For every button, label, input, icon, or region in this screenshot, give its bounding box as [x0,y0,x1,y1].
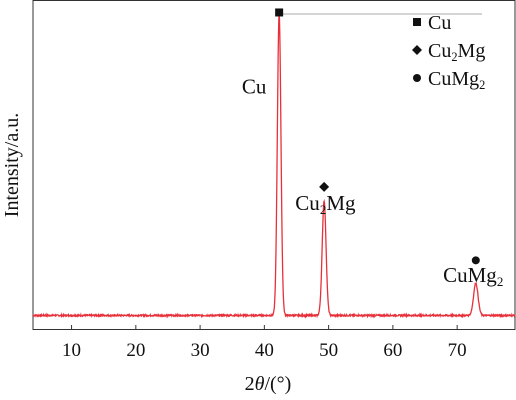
annotation-label-cu: Cu [242,75,267,99]
x-axis-label: 2θ/(°) [245,373,292,395]
annotation-marker-square [275,8,284,17]
peak-annotations: Cu Cu2Mg CuMg2 [242,8,503,289]
annotation-label-cumg2: CuMg2 [443,263,503,289]
x-tick-label-10: 10 [62,340,81,361]
legend-marker-square [413,18,421,26]
x-tick-label-20: 20 [126,340,145,361]
legend-label-cumg2: CuMg2 [428,68,485,92]
x-axis-label-pre: 2 [245,373,255,395]
x-tick-label-30: 30 [191,340,210,361]
y-axis-label: Intensity/a.u. [1,113,23,217]
annotation-marker-diamond [319,181,330,192]
legend-marker-circle [413,74,421,82]
legend-label-cu: Cu [428,12,451,34]
x-tick-label-70: 70 [448,340,467,361]
x-axis-label-post: /(°) [264,373,291,395]
plot-frame [32,0,516,330]
x-tick-label-40: 40 [255,340,274,361]
x-tick-label-50: 50 [319,340,338,361]
series-line [32,14,516,319]
legend: Cu Cu2Mg CuMg2 [412,12,485,92]
x-axis-ticks [71,325,458,330]
annotation-marker-circle [471,256,480,265]
x-tick-label-60: 60 [383,340,402,361]
x-axis-tick-labels: 10 20 30 40 50 60 70 [62,340,467,361]
annotation-label-cu2mg: Cu2Mg [295,191,356,217]
x-axis-label-theta: θ [255,373,265,395]
legend-label-cu2mg: Cu2Mg [428,40,485,64]
legend-marker-diamond [412,45,422,55]
